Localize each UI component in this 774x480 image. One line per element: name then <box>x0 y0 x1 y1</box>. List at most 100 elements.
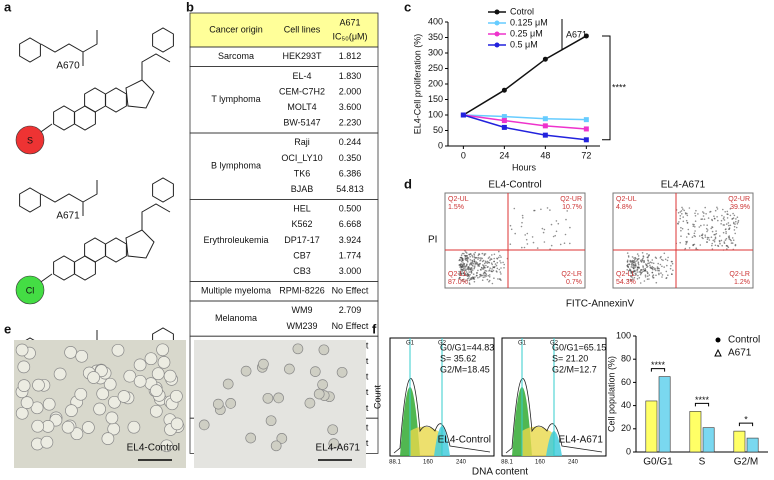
event-dot <box>500 267 502 269</box>
event-dot <box>733 225 736 228</box>
event-dot <box>636 253 639 255</box>
event-dot <box>491 282 494 285</box>
event-dot <box>479 257 481 259</box>
event-dot <box>471 262 474 265</box>
plot-title: EL4-Control <box>488 180 541 191</box>
cell <box>157 356 171 369</box>
table-cell: RPMI-8226 <box>279 286 325 296</box>
event-dot <box>634 266 636 269</box>
table-cell: WM9 <box>292 305 313 315</box>
event-dot <box>671 260 673 263</box>
event-dot <box>555 220 558 222</box>
event-dot <box>711 226 713 228</box>
annotation: **** <box>695 395 710 405</box>
event-dot <box>716 206 718 209</box>
cell <box>273 392 284 404</box>
event-dot <box>500 262 502 264</box>
table-cell: Melanoma <box>215 313 257 323</box>
bond <box>141 203 171 230</box>
cell <box>170 389 183 403</box>
cell <box>101 432 115 445</box>
event-dot <box>631 276 633 278</box>
event-dot <box>493 266 495 269</box>
event-dot <box>713 239 716 241</box>
event-dot <box>469 274 471 276</box>
event-dot <box>725 232 727 235</box>
event-dot <box>463 252 465 255</box>
molecule: S A670 <box>15 27 174 155</box>
point <box>542 116 548 122</box>
substituent <box>15 125 45 155</box>
event-dot <box>509 224 512 227</box>
event-dot <box>644 276 647 278</box>
event-dot <box>478 253 481 255</box>
event-dot <box>634 272 637 275</box>
image-label: EL4-Control <box>127 443 180 454</box>
event-dot <box>646 270 648 273</box>
x-tick-label: 24 <box>499 150 509 160</box>
event-dot <box>711 230 714 233</box>
cell <box>284 363 295 375</box>
event-dot <box>658 267 660 270</box>
event-dot <box>549 209 551 211</box>
panel-letter: b <box>186 0 194 14</box>
event-dot <box>470 272 473 274</box>
event-dot <box>534 209 536 212</box>
peak-label: G1 <box>406 341 415 347</box>
cell <box>258 358 269 370</box>
event-dot <box>470 262 472 265</box>
cell <box>336 366 348 378</box>
event-dot <box>685 243 687 245</box>
cell <box>150 384 163 397</box>
event-dot <box>488 256 491 258</box>
quadrant-value: 1.2% <box>734 279 750 286</box>
event-dot <box>714 236 717 239</box>
event-dot <box>630 260 633 262</box>
event-dot <box>636 269 638 272</box>
bond <box>40 43 84 66</box>
event-dot <box>468 277 470 279</box>
legend-marker <box>494 20 500 26</box>
event-dot <box>484 260 487 263</box>
molecule: Cl A671 <box>15 177 174 305</box>
event-dot <box>467 267 470 270</box>
quadrant-name: Q2-LL <box>448 271 468 278</box>
y-axis-label: Cell population (%) <box>606 356 616 432</box>
event-dot <box>466 263 468 266</box>
event-dot <box>471 260 474 262</box>
event-dot <box>683 209 685 212</box>
event-dot <box>631 266 634 269</box>
event-dot <box>546 207 549 209</box>
cell <box>30 401 44 415</box>
table-cell: 1.812 <box>339 51 362 61</box>
event-dot <box>655 274 657 277</box>
series-line <box>463 114 587 141</box>
table-header: Cancer origin <box>209 24 263 34</box>
cell <box>163 369 177 383</box>
panel-letter: f <box>372 321 377 336</box>
bar <box>689 411 702 453</box>
event-dot <box>661 274 664 276</box>
event-dot <box>652 277 655 279</box>
event-dot <box>735 220 737 223</box>
event-dot <box>677 223 679 225</box>
quadrant-value: 87.0% <box>448 279 468 286</box>
event-dot <box>469 259 472 261</box>
event-dot <box>677 212 680 214</box>
cell <box>127 420 141 434</box>
event-dot <box>464 258 467 261</box>
event-dot <box>465 255 467 258</box>
event-dot <box>657 269 659 272</box>
event-dot <box>670 265 672 267</box>
event-dot <box>475 274 478 277</box>
event-dot <box>500 256 502 258</box>
event-dot <box>646 275 649 278</box>
event-dot <box>635 274 637 276</box>
bar <box>645 400 658 453</box>
table-cell: 2.709 <box>339 305 362 315</box>
event-dot <box>491 254 493 256</box>
event-dot <box>499 271 502 273</box>
event-dot <box>634 263 637 265</box>
plot-label: EL4-Control <box>438 435 491 446</box>
ring <box>53 255 75 281</box>
